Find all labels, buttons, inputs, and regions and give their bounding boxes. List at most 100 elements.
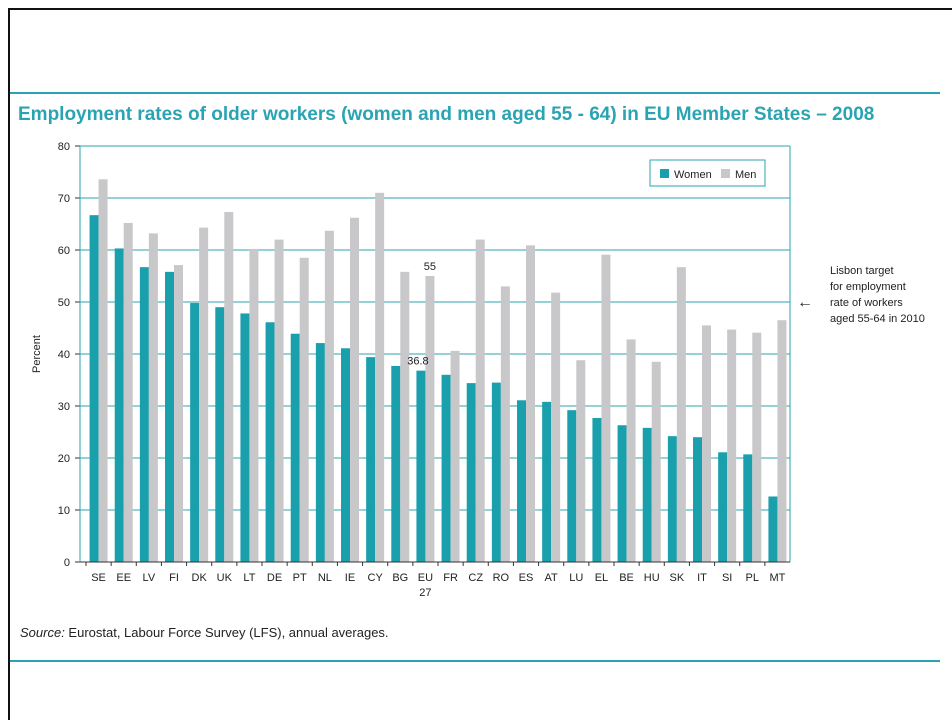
x-tick-label: UK (217, 572, 233, 584)
bar-men (324, 230, 334, 562)
source-note: Source: Eurostat, Labour Force Survey (L… (20, 625, 389, 640)
bar-men (601, 254, 611, 562)
bar-women (290, 333, 300, 562)
bar-women (542, 401, 552, 562)
x-tick-label: EL (595, 572, 608, 584)
x-tick-label: PL (746, 572, 759, 584)
bar-men (249, 248, 259, 562)
bar-men (777, 320, 787, 562)
bar-women (341, 348, 350, 562)
page-frame (8, 8, 952, 720)
bar-men (123, 222, 133, 562)
bar-men (576, 360, 586, 562)
x-tick-label: SI (722, 572, 732, 584)
x-tick-label: BG (392, 572, 408, 584)
bar-men (500, 286, 510, 562)
x-tick-label: LU (569, 572, 583, 584)
chart-title: Employment rates of older workers (women… (18, 104, 875, 125)
bar-women (391, 365, 401, 562)
x-tick-label: 27 (419, 587, 431, 599)
x-tick-label: CY (368, 572, 384, 584)
annotation-arrow: ← (797, 294, 813, 311)
x-tick-label: IT (697, 572, 707, 584)
bar-men (274, 239, 284, 562)
bar-men (551, 292, 561, 562)
y-tick-label: 20 (58, 453, 70, 465)
source-text: Eurostat, Labour Force Survey (LFS), ann… (64, 625, 389, 640)
x-tick-label: FI (169, 572, 179, 584)
bar-men (425, 276, 435, 562)
legend-swatch-women (660, 169, 669, 178)
bar-men (224, 212, 234, 563)
y-tick-label: 60 (58, 245, 70, 257)
bar-women (441, 374, 451, 562)
x-tick-label: RO (493, 572, 510, 584)
bar-women (416, 370, 426, 562)
bar-men (375, 192, 385, 563)
bar-women (517, 400, 526, 562)
bar-men (626, 339, 636, 562)
bar-men (727, 329, 737, 562)
bar-women (139, 267, 149, 562)
annotation-text: rate of workers (830, 297, 903, 309)
bar-women (240, 313, 250, 562)
bar-women (89, 215, 99, 562)
bar-men (475, 239, 485, 562)
x-tick-label: HU (644, 572, 660, 584)
bar-men (400, 271, 410, 562)
legend-label-women: Women (674, 169, 712, 181)
bar-women (466, 383, 476, 562)
annotation-text: aged 55-64 in 2010 (830, 313, 925, 325)
x-tick-label: EU (418, 572, 433, 584)
x-tick-label: EE (116, 572, 131, 584)
bar-women (718, 452, 728, 562)
x-tick-label: LT (243, 572, 255, 584)
x-tick-label: ES (519, 572, 534, 584)
bar-women (617, 425, 627, 562)
bar-women (265, 322, 275, 562)
legend-swatch-men (721, 169, 730, 178)
x-tick-label: SE (91, 572, 106, 584)
x-tick-label: DK (192, 572, 208, 584)
x-tick-label: BE (619, 572, 634, 584)
annotation-text: for employment (830, 281, 906, 293)
x-tick-label: SK (670, 572, 685, 584)
bar-men (299, 257, 309, 562)
bar-men (350, 217, 359, 562)
bottom-rule (10, 660, 940, 662)
bar-women (315, 343, 325, 562)
x-tick-label: MT (769, 572, 785, 584)
bar-women (215, 307, 225, 562)
legend-box (649, 159, 766, 187)
bar-men (752, 332, 762, 562)
y-tick-label: 70 (58, 193, 70, 205)
x-tick-label: FR (443, 572, 458, 584)
x-tick-label: IE (345, 572, 355, 584)
bar-men (651, 361, 661, 562)
bar-women (642, 427, 652, 562)
bar-women (190, 303, 200, 562)
y-tick-label: 0 (64, 557, 70, 569)
bar-women (667, 436, 677, 562)
bar-women (114, 248, 124, 562)
y-tick-label: 50 (58, 297, 70, 309)
bar-men (676, 267, 686, 562)
bar-women (491, 382, 501, 562)
bar-women (366, 357, 376, 562)
x-tick-label: PT (293, 572, 307, 584)
top-rule (10, 92, 940, 94)
y-tick-label: 80 (58, 141, 70, 153)
bar-women (592, 417, 602, 562)
x-tick-label: LV (143, 572, 156, 584)
bar-men (148, 233, 158, 563)
bar-men (450, 350, 460, 562)
y-tick-label: 40 (58, 349, 70, 361)
x-tick-label: DE (267, 572, 282, 584)
bar-chart: 0 10 20 30 40 50 60 70 80 Percent SE EE LV FI DK UK LT DE… (31, 141, 925, 599)
bar-men (526, 245, 535, 562)
y-tick-label: 30 (58, 401, 70, 413)
annotation-text: Lisbon target (830, 265, 894, 277)
bar-women (165, 271, 174, 562)
bar-women (693, 437, 702, 562)
bar-men (98, 179, 108, 562)
